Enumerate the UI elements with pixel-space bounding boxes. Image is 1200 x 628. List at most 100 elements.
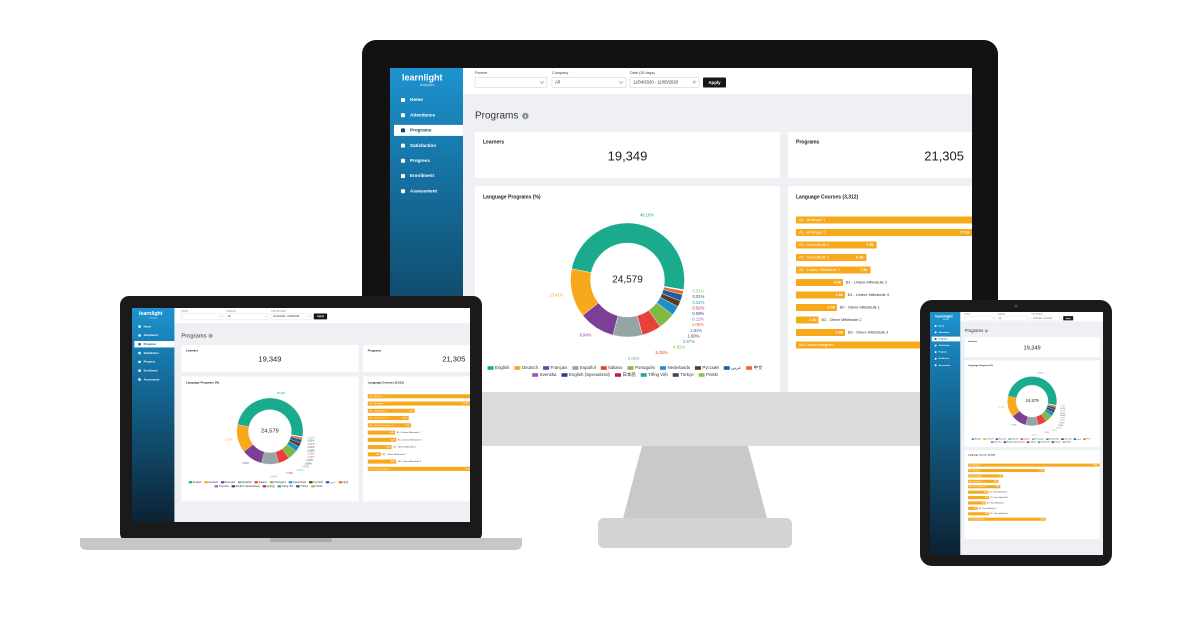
select-box[interactable] [1031,316,1062,321]
select-box[interactable] [271,313,312,320]
course-value: 2.2k [974,508,977,510]
legend-label: Español [580,365,596,370]
select-box[interactable] [225,313,270,320]
select-box[interactable] [629,77,700,88]
nav-icon [934,331,937,334]
legend-item: Italiano [600,365,623,370]
nav-item[interactable]: Attendance [939,331,951,334]
stat-label: Learners [968,341,978,343]
legend-swatch [325,481,330,484]
nav-item[interactable]: Enrollment [410,173,434,178]
slice-label: 0.01% [692,294,704,299]
donut-center: 24,579 [612,275,643,286]
nav-item[interactable]: Assessment [144,377,160,381]
course-label: B1 - Untere Mittelstufe 3 [398,438,422,441]
chart-title: Language Programs (%) [186,381,219,385]
nav-item[interactable]: Attendance [410,112,435,117]
nav-item[interactable]: Assessment [410,188,438,193]
nav-item[interactable]: Progress [939,352,948,354]
chart-card [964,360,1100,447]
nav-active [931,336,961,342]
course-bar [796,241,877,249]
course-bar [367,452,381,457]
course-bar [968,512,990,516]
nav-item[interactable]: Enrollment [144,368,158,372]
legend-label: 日本語 [622,371,636,378]
donut-slice [290,434,303,438]
chevron [539,81,545,84]
legend-swatch [694,366,701,370]
legend-item: Français [995,438,1006,441]
nav-item[interactable]: Programs [410,128,432,133]
course-value: 7.9k [866,243,874,247]
monitor-neck [622,446,768,522]
legend-item: 中文 [1083,437,1090,441]
legend-label: 中文 [754,364,763,371]
course-bar [367,423,412,428]
nav-item[interactable]: Home [410,97,423,102]
page-title: Programs [965,328,984,333]
course-bar [367,437,397,442]
slice-label: 0.02% [1060,410,1065,412]
legend-label: English [975,439,981,441]
nav-icon [934,351,937,354]
nav-icon [138,351,141,355]
donut-slice [1047,403,1057,406]
stat-label: Programs [368,349,382,353]
legend-label: 中文 [343,480,349,484]
legend-item: Nederlands [659,365,691,370]
nav-item[interactable]: Programs [144,342,157,346]
course-label: A1 - Anfänger 2 [370,402,386,405]
select-box[interactable] [964,316,996,321]
nav-item[interactable]: Satisfaction [410,143,436,148]
legend-label: English (Specialized) [236,484,260,488]
course-bar [367,394,470,399]
legend-item: Français [543,365,568,370]
legend-label: Nederlands [293,480,307,484]
nav-icon [401,113,405,118]
course-bar [968,485,1001,489]
laptop-notch [270,538,332,542]
apply-button[interactable] [703,77,726,88]
nav-item[interactable]: Progress [144,360,156,364]
slice-label: 0.11% [308,453,316,456]
nav-item[interactable]: Home [939,325,945,327]
course-bar [796,216,972,224]
course-value: 6.9k [856,256,864,260]
select-box[interactable] [551,77,627,88]
nav-item[interactable]: Assessment [939,364,951,367]
apply-button[interactable] [1063,316,1074,321]
slice-label: 1.81% [690,328,702,333]
nav-item[interactable]: Satisfaction [939,344,951,347]
legend-item: Français [220,480,236,484]
slice-label: 0.11% [692,317,704,322]
nav-icon [934,324,937,327]
nav-icon [401,128,405,133]
nav-item[interactable]: Programs [939,339,949,341]
course-value: 17.6k [1040,519,1044,521]
legend-swatch [600,366,607,370]
legend-swatch [277,485,282,488]
apply-button[interactable] [313,313,328,320]
legend-item: Deutsch [514,365,539,370]
slice-label: 9.94% [1011,424,1016,426]
course-bar [796,316,819,324]
nav-icon [401,158,405,163]
logo: learnlight [139,311,163,317]
legend-item: Русский [309,480,323,484]
nav-item[interactable]: Home [144,324,152,328]
select-box[interactable] [997,316,1031,321]
legend-swatch [311,485,315,488]
legend-label: عربي [330,481,336,484]
select-box[interactable] [474,77,548,88]
legend-label: Português [274,480,286,484]
nav-item[interactable]: Attendance [144,333,159,337]
nav-item[interactable]: Satisfaction [144,351,159,355]
select-box[interactable] [181,313,224,320]
tablet-camera [1014,304,1018,308]
course-label: A2 - Grundstufe 1 [799,243,829,247]
nav-item[interactable]: Enrollment [939,357,950,360]
legend-item: Svenska [532,372,557,377]
nav-item[interactable]: Progress [410,158,430,163]
legend-item: Tiếng Việt [277,484,294,488]
